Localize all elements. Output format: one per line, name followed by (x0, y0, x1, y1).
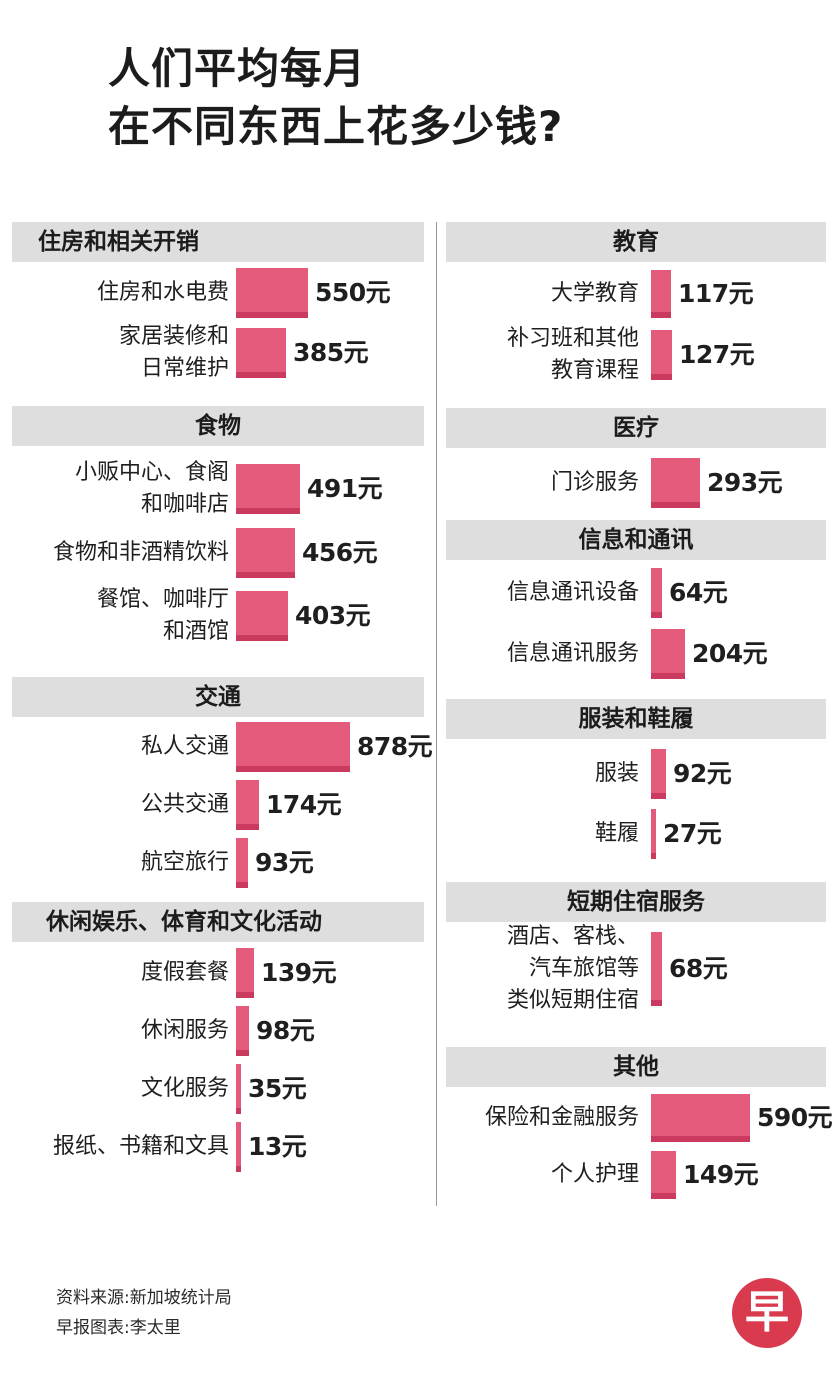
category-header: 短期住宿服务 (446, 882, 826, 922)
bar-value-label: 68元 (669, 954, 728, 983)
bar-label: 个人护理 (550, 1162, 639, 1187)
bar-value-label: 27元 (663, 819, 722, 848)
category-header: 服装和鞋履 (446, 699, 826, 739)
bar-label: 航空旅行 (140, 850, 229, 875)
title-line-1: 人们平均每月 (108, 44, 367, 93)
bar-value-label: 174元 (266, 790, 342, 819)
bar (651, 629, 685, 679)
bar-label: 服装 (594, 761, 639, 786)
bar-value-label: 93元 (255, 848, 314, 877)
bar-value-label: 491元 (307, 474, 383, 503)
bar-label: 公共交通 (140, 792, 229, 817)
title-line-2: 在不同东西上花多少钱? (108, 102, 564, 151)
bar-label: 补习班和其他 教育课程 (506, 326, 639, 383)
zaobao-logo: 早 (732, 1278, 802, 1348)
bar-value-label: 550元 (315, 278, 391, 307)
category-header: 教育 (446, 222, 826, 262)
bar (651, 1094, 750, 1142)
bar-value-label: 456元 (302, 538, 378, 567)
bar-label: 大学教育 (550, 281, 639, 306)
bar (651, 458, 700, 508)
bar (651, 1151, 676, 1199)
bar-label: 酒店、客栈、 汽车旅馆等 类似短期住宿 (506, 924, 639, 1013)
bar (236, 1122, 241, 1172)
bar (236, 1006, 249, 1056)
bar-label: 餐馆、咖啡厅 和酒馆 (96, 587, 229, 644)
category-header: 其他 (446, 1047, 826, 1087)
bar-value-label: 92元 (673, 759, 732, 788)
bar-label: 私人交通 (140, 734, 229, 759)
category-header: 交通 (12, 677, 424, 717)
bar-value-label: 127元 (679, 340, 755, 369)
bar-value-label: 35元 (248, 1074, 307, 1103)
bar (651, 932, 662, 1006)
bar-value-label: 385元 (293, 338, 369, 367)
chart-title: 人们平均每月 在不同东西上花多少钱? (108, 40, 563, 156)
bar-label: 门诊服务 (550, 470, 639, 495)
bar (236, 268, 308, 318)
bar (236, 528, 295, 578)
bar (236, 722, 350, 772)
bar (236, 328, 286, 378)
bar-value-label: 117元 (678, 279, 754, 308)
bar-label: 家居装修和 日常维护 (118, 324, 229, 381)
footer: 资料来源:新加坡统计局 早报图表:李太里 (56, 1283, 232, 1343)
category-header: 休闲娱乐、体育和文化活动 (12, 902, 424, 942)
bar-label: 鞋履 (594, 821, 639, 846)
bar-label: 保险和金融服务 (484, 1105, 639, 1130)
bar-value-label: 403元 (295, 601, 371, 630)
bar (236, 591, 288, 641)
bar (236, 948, 254, 998)
bar-label: 住房和水电费 (96, 280, 229, 305)
bar-value-label: 149元 (683, 1160, 759, 1189)
bar-value-label: 590元 (757, 1103, 833, 1132)
bar-value-label: 878元 (357, 732, 433, 761)
bar-label: 小贩中心、食阁 和咖啡店 (74, 460, 229, 517)
bar-value-label: 64元 (669, 578, 728, 607)
bar (236, 780, 259, 830)
bar-value-label: 204元 (692, 639, 768, 668)
column-divider (436, 222, 437, 1206)
category-header: 医疗 (446, 408, 826, 448)
bar-label: 文化服务 (140, 1076, 229, 1101)
bar (236, 838, 248, 888)
bar-label: 度假套餐 (140, 960, 229, 985)
bar-value-label: 293元 (707, 468, 783, 497)
bar (651, 749, 666, 799)
bar (651, 809, 656, 859)
bar-label: 食物和非酒精饮料 (52, 540, 229, 565)
bar-label: 休闲服务 (140, 1018, 229, 1043)
bar-value-label: 139元 (261, 958, 337, 987)
bar (651, 270, 671, 318)
bar (236, 464, 300, 514)
bar (651, 330, 672, 380)
bar-value-label: 98元 (256, 1016, 315, 1045)
category-header: 信息和通讯 (446, 520, 826, 560)
bar (651, 568, 662, 618)
bar-label: 报纸、书籍和文具 (52, 1134, 229, 1159)
category-header: 住房和相关开销 (12, 222, 424, 262)
credit-note: 早报图表:李太里 (56, 1318, 181, 1338)
source-note: 资料来源:新加坡统计局 (56, 1288, 232, 1308)
category-header: 食物 (12, 406, 424, 446)
bar (236, 1064, 241, 1114)
bar-label: 信息通讯服务 (506, 641, 639, 666)
bar-value-label: 13元 (248, 1132, 307, 1161)
logo-text: 早 (745, 1287, 789, 1338)
bar-label: 信息通讯设备 (506, 580, 639, 605)
